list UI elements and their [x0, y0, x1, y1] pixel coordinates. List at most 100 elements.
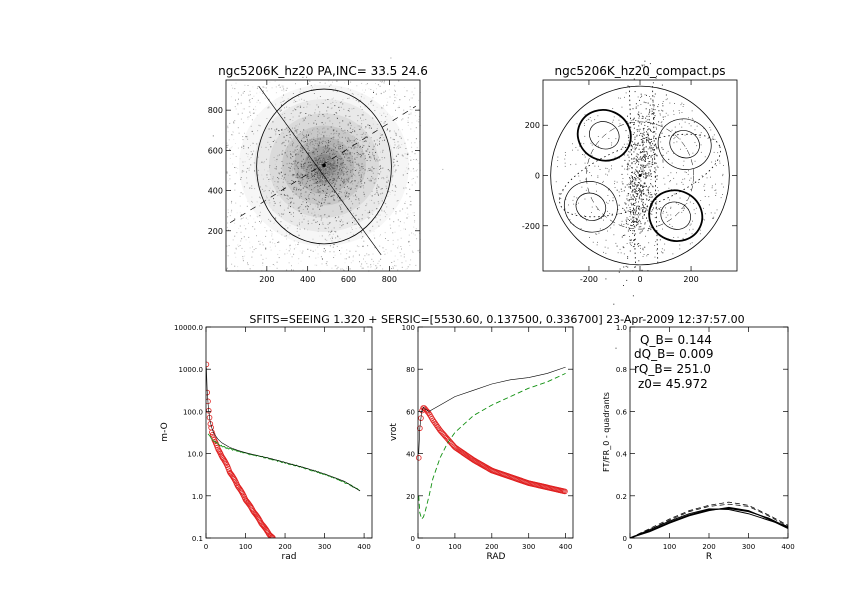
galaxy-image-title: ngc5206K_hz20 PA,INC= 33.5 24.6: [218, 64, 428, 78]
map-dot: [641, 65, 643, 67]
map-dot: [645, 120, 647, 122]
map-dot: [637, 245, 639, 247]
compact-map-panel: ngc5206K_hz20_compact.ps -200 0 200-200020…: [522, 60, 738, 349]
map-dot: [614, 187, 616, 188]
galaxy-pixel: [295, 150, 297, 152]
galaxy-pixel: [322, 142, 323, 144]
noise-pixel: [262, 244, 264, 246]
map-dot: [564, 158, 566, 160]
galaxy-pixel: [301, 174, 303, 176]
map-dot: [638, 117, 640, 119]
map-dot: [627, 194, 629, 196]
noise-pixel: [243, 170, 245, 172]
galaxy-pixel: [291, 169, 293, 171]
noise-pixel: [383, 112, 385, 114]
map-dot: [638, 161, 640, 163]
map-dot: [632, 178, 634, 180]
galaxy-pixel: [358, 153, 359, 155]
galaxy-pixel: [319, 174, 321, 176]
map-dot: [716, 209, 718, 211]
noise-pixel: [417, 160, 419, 162]
map-dot: [634, 189, 636, 191]
noise-pixel: [353, 93, 354, 95]
galaxy-pixel: [350, 210, 352, 212]
noise-pixel: [277, 242, 278, 243]
noise-pixel: [378, 186, 380, 188]
galaxy-pixel: [368, 146, 370, 147]
noise-pixel: [247, 156, 249, 158]
galaxy-pixel: [374, 182, 376, 184]
galaxy-pixel: [309, 165, 311, 167]
noise-pixel: [377, 211, 379, 213]
noise-pixel: [381, 159, 383, 160]
map-dot: [643, 173, 644, 175]
map-dot: [646, 255, 648, 257]
map-dot: [684, 134, 686, 136]
map-dot: [646, 186, 647, 187]
map-dot: [599, 228, 601, 230]
map-dot: [638, 111, 640, 113]
noise-pixel: [409, 99, 410, 101]
galaxy-pixel: [332, 161, 334, 163]
noise-pixel: [296, 149, 298, 150]
galaxy-pixel: [311, 157, 313, 159]
map-dot: [633, 219, 635, 221]
galaxy-pixel: [316, 172, 318, 173]
map-dot: [709, 127, 711, 128]
map-dot: [627, 218, 629, 220]
noise-pixel: [394, 132, 396, 134]
galaxy-pixel: [339, 191, 341, 193]
noise-pixel: [366, 253, 368, 255]
noise-pixel: [354, 218, 356, 219]
noise-pixel: [419, 162, 420, 164]
noise-pixel: [397, 269, 399, 271]
noise-pixel: [278, 154, 280, 156]
map-dot: [686, 200, 688, 201]
galaxy-pixel: [317, 159, 319, 161]
galaxy-pixel: [361, 183, 363, 185]
noise-pixel: [367, 266, 369, 268]
map-dot: [606, 168, 608, 169]
noise-pixel: [307, 103, 309, 105]
noise-pixel: [415, 175, 417, 177]
noise-pixel: [275, 86, 277, 88]
map-dot: [642, 189, 644, 190]
map-dot: [633, 127, 635, 129]
map-dot: [631, 242, 633, 244]
map-dot: [652, 123, 654, 125]
noise-pixel: [400, 246, 402, 247]
noise-pixel: [400, 230, 402, 232]
galaxy-pixel: [306, 135, 308, 137]
ft-annotation-qb: Q_B= 0.144: [640, 333, 712, 347]
galaxy-pixel: [299, 131, 301, 132]
galaxy-pixel: [356, 134, 358, 136]
galaxy-pixel: [327, 202, 329, 204]
map-dot: [611, 213, 613, 215]
map-dot: [641, 191, 642, 193]
map-dot: [643, 149, 645, 151]
map-dot: [623, 285, 624, 286]
noise-pixel: [384, 212, 386, 214]
galaxy-pixel: [384, 139, 385, 141]
map-dot: [655, 169, 657, 171]
surface-density-ytick-label: 1000.0: [179, 366, 204, 374]
galaxy-pixel: [306, 171, 308, 173]
map-dot: [652, 82, 654, 84]
galaxy-pixel: [327, 171, 329, 173]
galaxy-pixel: [328, 164, 330, 166]
noise-pixel: [394, 231, 396, 233]
noise-pixel: [260, 254, 262, 256]
map-dot: [643, 165, 645, 167]
galaxy-pixel: [329, 171, 331, 173]
noise-pixel: [227, 131, 229, 133]
map-dot: [658, 110, 660, 112]
galaxy-pixel: [359, 153, 361, 155]
galaxy-pixel: [347, 141, 349, 142]
galaxy-pixel: [317, 191, 319, 193]
noise-pixel: [372, 225, 374, 227]
galaxy-pixel: [336, 151, 338, 152]
map-dot: [627, 266, 629, 268]
galaxy-pixel: [316, 174, 318, 176]
noise-pixel: [241, 170, 243, 172]
galaxy-pixel: [326, 169, 328, 171]
